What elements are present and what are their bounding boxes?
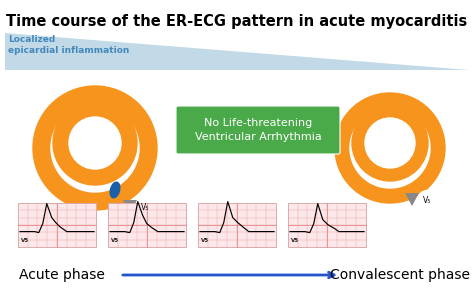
Circle shape bbox=[418, 191, 437, 210]
Circle shape bbox=[33, 86, 157, 210]
FancyBboxPatch shape bbox=[176, 106, 340, 154]
Circle shape bbox=[136, 198, 155, 216]
Circle shape bbox=[53, 101, 137, 185]
Text: V₅: V₅ bbox=[423, 196, 431, 205]
Text: V5: V5 bbox=[111, 238, 119, 243]
Text: Time course of the ER-ECG pattern in acute myocarditis: Time course of the ER-ECG pattern in acu… bbox=[6, 14, 468, 29]
Circle shape bbox=[352, 105, 428, 181]
Text: Localized
epicardial inflammation: Localized epicardial inflammation bbox=[8, 35, 129, 55]
Circle shape bbox=[350, 108, 430, 188]
Text: V5: V5 bbox=[291, 238, 299, 243]
Ellipse shape bbox=[110, 182, 120, 198]
Circle shape bbox=[365, 118, 415, 168]
Text: Acute phase: Acute phase bbox=[19, 268, 105, 282]
Text: V5: V5 bbox=[201, 238, 209, 243]
Polygon shape bbox=[405, 193, 419, 206]
Circle shape bbox=[51, 104, 139, 192]
Bar bbox=[18, 203, 96, 247]
Bar bbox=[288, 203, 366, 247]
Polygon shape bbox=[5, 33, 469, 70]
Circle shape bbox=[69, 117, 121, 169]
Polygon shape bbox=[123, 200, 137, 213]
Bar bbox=[198, 203, 276, 247]
Bar bbox=[108, 203, 186, 247]
Circle shape bbox=[335, 93, 445, 203]
Text: V5: V5 bbox=[21, 238, 29, 243]
Text: No Life-threatening
Ventricular Arrhythmia: No Life-threatening Ventricular Arrhythm… bbox=[195, 118, 321, 142]
Text: Convalescent phase: Convalescent phase bbox=[330, 268, 470, 282]
Text: V₅: V₅ bbox=[141, 203, 149, 212]
